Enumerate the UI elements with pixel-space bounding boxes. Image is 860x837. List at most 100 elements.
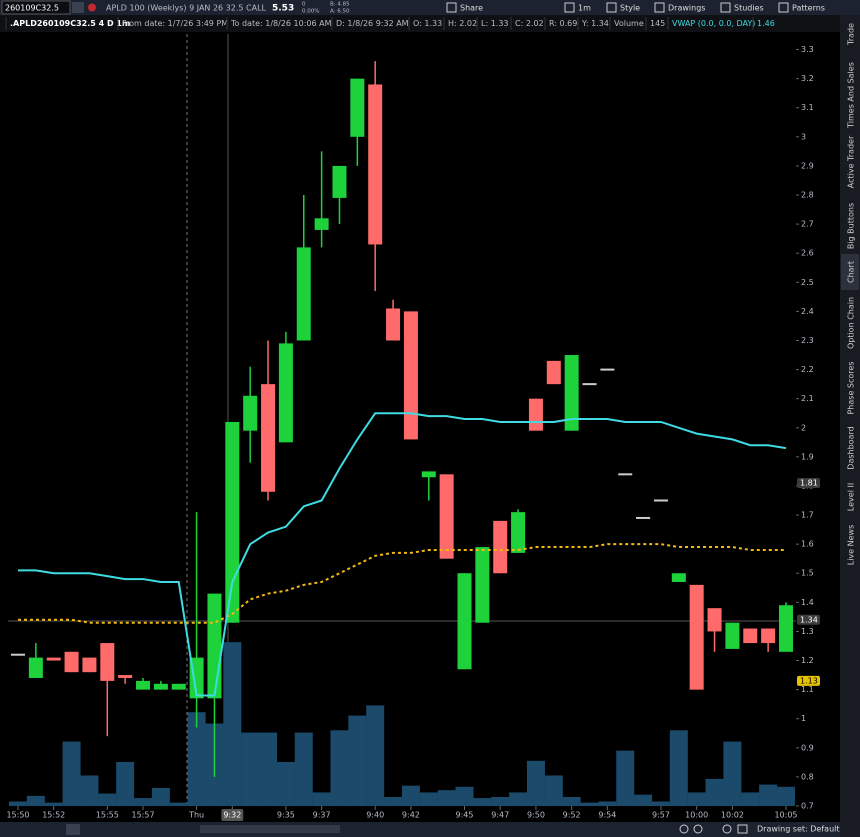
sidebar (840, 15, 860, 837)
drawing-set[interactable]: Drawing set: Default (757, 825, 840, 834)
sidebar-tab[interactable]: Trade (847, 23, 856, 46)
toolbar-button[interactable]: Style (620, 4, 640, 13)
volume-bar (276, 761, 295, 806)
x-tick-label: 9:32 (223, 811, 241, 820)
volume-bar (776, 786, 795, 806)
candle-body (136, 680, 151, 690)
x-tick-label: 9:42 (402, 811, 420, 820)
candle-body (546, 360, 561, 385)
sidebar-tab[interactable]: Active Trader (847, 135, 856, 188)
y-tick-label: 3 (801, 132, 806, 141)
x-tick-label: 10:02 (721, 811, 744, 820)
symbol-box[interactable] (1, 0, 71, 15)
candle-body (386, 308, 401, 341)
volume-bar (437, 790, 456, 806)
candle-body (296, 247, 311, 341)
toolbar (0, 0, 860, 15)
candle-body (511, 512, 526, 553)
y-tick-label: 2.6 (801, 249, 814, 258)
y-tick-label: 3.1 (801, 103, 814, 112)
x-tick-label: 15:50 (6, 811, 29, 820)
info-field: Volume (614, 19, 644, 28)
candle-body (761, 628, 776, 644)
volume-bar (580, 802, 599, 806)
x-tick-label: 9:50 (527, 811, 545, 820)
dropdown[interactable] (72, 2, 84, 13)
volume-bar (509, 792, 528, 806)
description: APLD 100 (Weeklys) 9 JAN 26 32.5 CALL (106, 4, 267, 13)
crosshair-tool[interactable] (722, 824, 732, 834)
info-field: To date: 1/8/26 10:06 AM (230, 19, 332, 28)
x-tick-label: 9:54 (598, 811, 616, 820)
candle-body (475, 547, 490, 623)
candle-body (171, 683, 186, 690)
candle-body (671, 573, 686, 582)
volume-bar (401, 785, 420, 806)
candle-body (261, 384, 276, 492)
toolbar-icon[interactable] (654, 2, 665, 13)
scrollbar-thumb[interactable] (200, 825, 340, 833)
toolbar-button[interactable]: Patterns (792, 4, 825, 13)
volume-bar (151, 787, 170, 806)
volume-bar (116, 761, 135, 806)
price-marker-label: 1.34 (800, 615, 818, 624)
drawing-tool[interactable] (737, 824, 748, 834)
volume-bar (26, 795, 45, 806)
candle-body (368, 84, 383, 245)
y-tick-label: 2.9 (801, 161, 814, 170)
y-tick-label: 1.1 (801, 685, 814, 694)
zoom-in[interactable] (693, 824, 703, 834)
sidebar-tab[interactable]: Dashboard (847, 426, 856, 469)
sidebar-tab[interactable]: Chart (847, 261, 856, 283)
volume-bar (384, 796, 403, 806)
toolbar-icon[interactable] (778, 2, 789, 13)
volume-bar (134, 798, 153, 806)
info-field: VWAP (0.0, 0.0, DAY) (672, 19, 755, 28)
info-field: 145 (650, 19, 665, 28)
candle-body (439, 474, 454, 559)
sidebar-tab[interactable]: Level II (847, 483, 856, 511)
sidebar-tab[interactable]: Big Buttons (847, 203, 856, 249)
volume-bar (455, 786, 474, 806)
info-field: From date: 1/7/26 3:49 PM (122, 19, 228, 28)
volume-bar (330, 730, 349, 806)
y-tick-label: 1 (801, 714, 806, 723)
volume-bar (616, 750, 635, 806)
y-tick-label: 0.7 (801, 802, 814, 811)
y-tick-label: 2.5 (801, 278, 814, 287)
volume-bar (473, 798, 492, 806)
x-tick-label: Thu (188, 811, 204, 820)
volume-bar (62, 741, 81, 806)
zoom-out[interactable] (679, 824, 689, 834)
candle-body (689, 584, 704, 690)
x-tick-label: 10:00 (685, 811, 708, 820)
x-tick-label: 15:52 (42, 811, 65, 820)
volume-bar (526, 760, 545, 806)
sidebar-tab[interactable]: Option Chain (847, 297, 856, 349)
toolbar-button[interactable]: 1m (578, 4, 591, 13)
info-field: Y: 1.34 (581, 19, 609, 28)
volume-bar (187, 712, 206, 806)
toolbar-button[interactable]: Studies (734, 4, 764, 13)
candle-body (707, 608, 722, 632)
alert-icon[interactable] (88, 3, 96, 12)
sidebar-tab[interactable]: Live News (847, 525, 856, 566)
info-bar (0, 15, 840, 32)
toolbar-icon[interactable] (606, 2, 617, 13)
candle-body (725, 622, 740, 649)
scroll-button[interactable] (66, 824, 80, 835)
toolbar-button[interactable]: Share (460, 4, 483, 13)
toolbar-icon[interactable] (720, 2, 731, 13)
toolbar-button[interactable]: Drawings (668, 4, 705, 13)
y-tick-label: 2.3 (801, 336, 814, 345)
volume-bar (241, 732, 260, 806)
sidebar-tab[interactable]: Phase Scores (847, 361, 856, 414)
x-tick-label: 15:55 (96, 811, 119, 820)
candle-body (528, 398, 543, 431)
sidebar-tab[interactable]: Times And Sales (847, 62, 856, 129)
volume-bar (723, 741, 742, 806)
toolbar-icon[interactable] (564, 2, 575, 13)
candle-body (314, 218, 329, 230)
candle-body (350, 78, 365, 137)
toolbar-icon[interactable] (446, 2, 457, 13)
